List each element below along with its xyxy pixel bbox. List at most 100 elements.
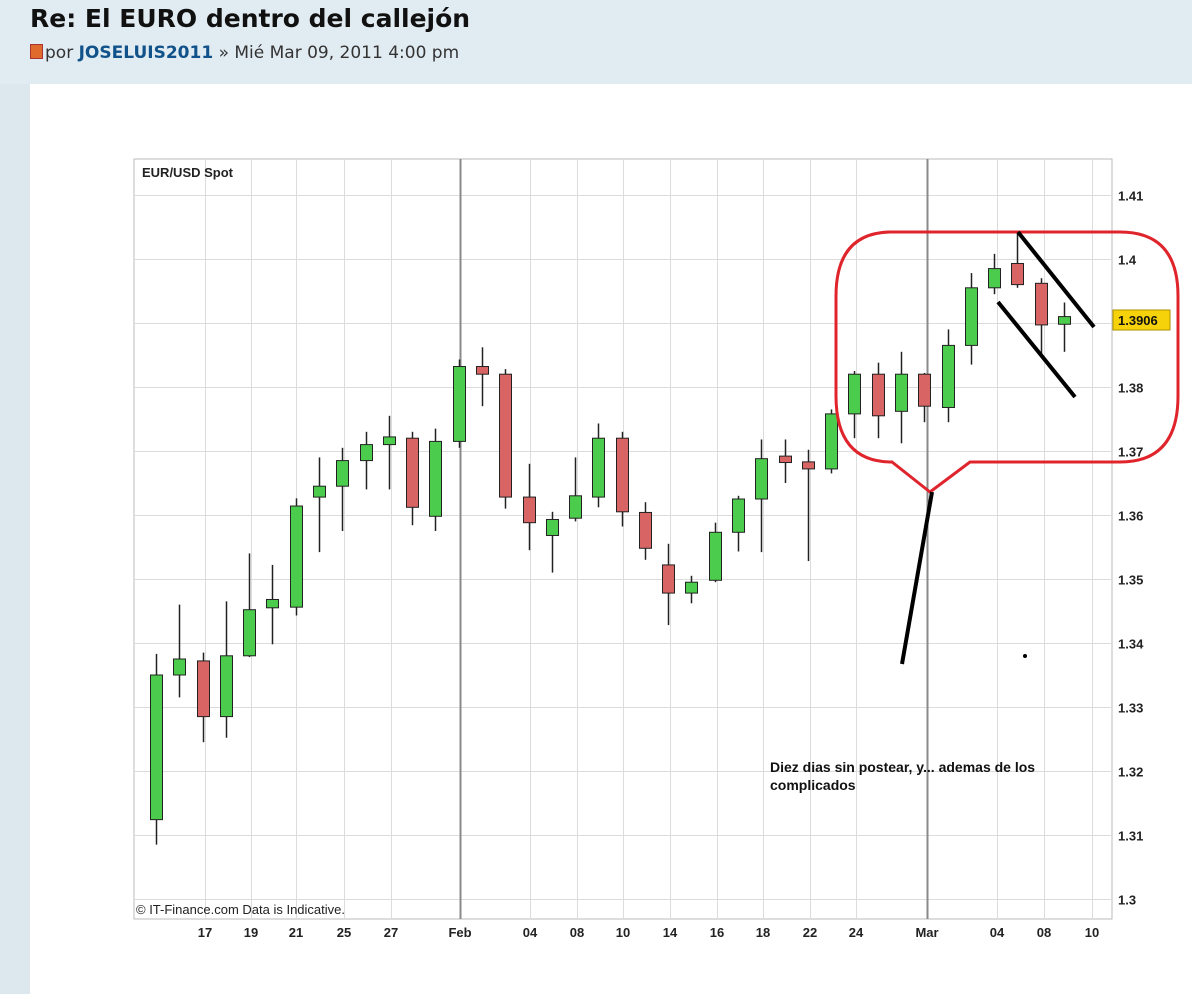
candle-body-down	[1035, 282, 1048, 326]
annotation-dot	[1023, 654, 1027, 658]
x-tick-label: 04	[523, 925, 538, 940]
candle	[197, 652, 210, 743]
candle	[150, 653, 163, 845]
y-tick-label: 1.37	[1118, 445, 1143, 460]
chart-grid	[134, 159, 1112, 919]
candle	[1035, 278, 1048, 355]
y-tick-label: 1.3	[1118, 893, 1136, 908]
candle	[523, 463, 536, 551]
candle	[732, 495, 745, 552]
x-tick-label: 08	[1037, 925, 1051, 940]
x-tick-label: Mar	[915, 925, 938, 940]
pointer-line	[900, 491, 934, 665]
candle-body-up	[965, 287, 978, 346]
candle-body-up	[732, 498, 745, 533]
candle	[499, 369, 512, 509]
x-tick-label: 18	[756, 925, 770, 940]
candle	[383, 415, 396, 490]
x-tick-label: 24	[849, 925, 864, 940]
candles	[150, 233, 1071, 845]
x-tick-label: 27	[384, 925, 398, 940]
post-title[interactable]: Re: El EURO dentro del callejón	[30, 4, 471, 33]
candle	[825, 409, 838, 474]
candle	[895, 351, 908, 444]
last-price-marker: 1.3906	[1112, 309, 1171, 331]
candle	[1011, 233, 1024, 288]
candle-body-up	[569, 495, 582, 519]
candle	[592, 423, 605, 508]
y-tick-label: 1.38	[1118, 381, 1143, 396]
candle-body-up	[755, 458, 768, 500]
candle	[942, 329, 955, 423]
candle-body-up	[336, 460, 349, 487]
chart-title: EUR/USD Spot	[142, 165, 234, 180]
candle	[429, 428, 442, 531]
x-tick-label: 08	[570, 925, 584, 940]
candle	[685, 575, 698, 604]
candle	[336, 447, 349, 531]
candle	[709, 522, 722, 583]
candle-body-down	[918, 373, 931, 407]
highlight-callout	[834, 230, 1180, 494]
candle	[639, 502, 652, 560]
x-tick-label: 19	[244, 925, 258, 940]
candle-body-down	[802, 461, 815, 470]
candle-body-up	[290, 505, 303, 608]
candle-body-up	[150, 674, 163, 821]
candle	[779, 439, 792, 483]
candle	[616, 431, 629, 527]
candle-body-up	[266, 598, 279, 609]
candle	[1058, 302, 1071, 352]
x-tick-label: 14	[663, 925, 678, 940]
trend-line-upper	[1016, 230, 1096, 329]
y-tick-label: 1.4	[1118, 253, 1137, 268]
y-tick-label: 1.33	[1118, 701, 1143, 716]
candle-body-down	[406, 437, 419, 508]
post-body: 1.411.41.391.381.371.361.351.341.331.321…	[30, 84, 1192, 994]
candle	[965, 273, 978, 365]
candle-body-up	[429, 440, 442, 517]
y-tick-label: 1.36	[1118, 509, 1143, 524]
candle	[313, 457, 326, 553]
candlestick-chart: 1.411.41.391.381.371.361.351.341.331.321…	[133, 158, 1180, 940]
trend-line-lower	[996, 300, 1077, 399]
candle	[243, 553, 256, 658]
x-axis-labels: 17 19 21 25 27 Feb 04 08 10 14 16 18 22 24 Mar 04 08 10	[198, 925, 1099, 940]
post-header: Re: El EURO dentro del callejón por JOSE…	[0, 0, 1192, 84]
x-tick-label: 10	[1085, 925, 1099, 940]
candle-body-down	[639, 511, 652, 549]
candle	[453, 359, 466, 448]
candle-body-up	[243, 609, 256, 657]
candle-body-up	[453, 366, 466, 442]
candle-body-up	[220, 655, 233, 718]
post-meta: por JOSELUIS2011 » Mié Mar 09, 2011 4:00…	[30, 43, 459, 63]
candle-body-up	[988, 268, 1001, 289]
x-tick-label: Feb	[448, 925, 471, 940]
x-tick-label: 16	[710, 925, 724, 940]
last-price-box	[1112, 309, 1171, 331]
candle-body-up	[685, 581, 698, 594]
y-axis-labels: 1.411.41.391.381.371.361.351.341.331.321…	[1118, 189, 1144, 908]
candle-body-up	[1058, 316, 1071, 325]
y-tick-label: 1.34	[1118, 637, 1144, 652]
candle-body-up	[895, 373, 908, 412]
x-tick-label: 10	[616, 925, 630, 940]
post-author-link[interactable]: JOSELUIS2011	[78, 43, 214, 63]
candle-body-down	[872, 373, 885, 417]
x-tick-label: 22	[803, 925, 817, 940]
candle-body-up	[942, 344, 955, 408]
chart-footer: © IT-Finance.com Data is Indicative.	[136, 902, 345, 917]
candle	[802, 449, 815, 562]
post-file-icon[interactable]	[30, 44, 43, 59]
candle	[569, 457, 582, 522]
candle-body-up	[360, 444, 373, 462]
candle-body-up	[383, 436, 396, 446]
candle-body-down	[616, 437, 629, 513]
candle	[220, 601, 233, 738]
candle-body-up	[546, 518, 559, 536]
x-tick-label: 21	[289, 925, 303, 940]
candle-body-up	[173, 658, 186, 676]
y-tick-label: 1.31	[1118, 829, 1143, 844]
candle-body-down	[779, 455, 792, 464]
candle-body-down	[1011, 262, 1024, 286]
